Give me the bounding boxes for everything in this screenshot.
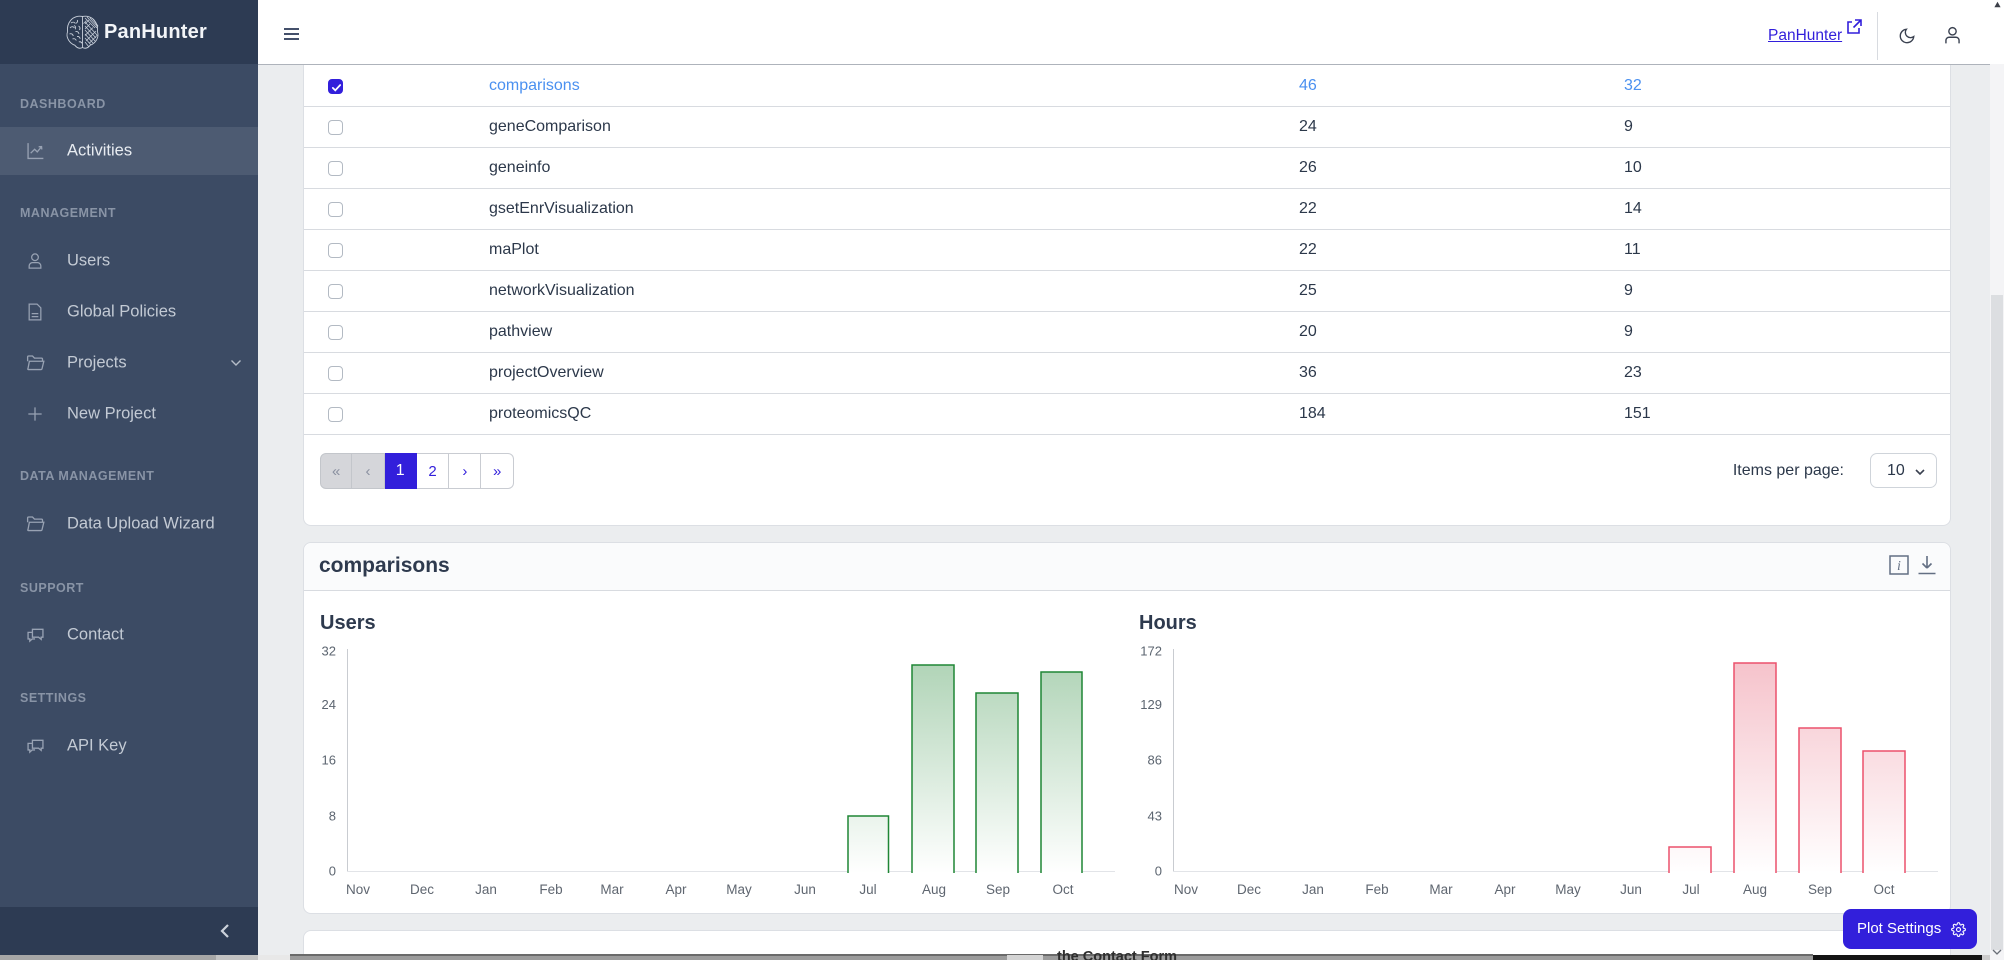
svg-text:Jun: Jun (794, 882, 816, 897)
svg-text:Dec: Dec (410, 882, 434, 897)
svg-text:0: 0 (1155, 864, 1162, 879)
svg-text:Jul: Jul (859, 882, 876, 897)
svg-text:Nov: Nov (1174, 882, 1198, 897)
svg-text:43: 43 (1148, 809, 1162, 824)
svg-text:Jan: Jan (475, 882, 497, 897)
svg-text:May: May (1555, 882, 1581, 897)
svg-text:Apr: Apr (665, 882, 687, 897)
svg-text:24: 24 (322, 697, 336, 712)
svg-text:32: 32 (322, 644, 336, 659)
svg-text:Aug: Aug (922, 882, 946, 897)
svg-text:Nov: Nov (346, 882, 370, 897)
svg-text:86: 86 (1148, 753, 1162, 768)
svg-text:Sep: Sep (1808, 882, 1832, 897)
svg-text:Dec: Dec (1237, 882, 1261, 897)
svg-text:8: 8 (329, 809, 336, 824)
svg-text:Oct: Oct (1873, 882, 1894, 897)
svg-text:172: 172 (1140, 644, 1162, 659)
svg-text:Jul: Jul (1682, 882, 1699, 897)
svg-text:May: May (726, 882, 752, 897)
svg-text:Mar: Mar (600, 882, 624, 897)
svg-text:Hours: Hours (1139, 612, 1197, 634)
svg-text:Feb: Feb (1365, 882, 1388, 897)
svg-text:0: 0 (329, 864, 336, 879)
svg-text:Apr: Apr (1494, 882, 1516, 897)
svg-text:129: 129 (1140, 697, 1162, 712)
svg-text:Feb: Feb (539, 882, 562, 897)
svg-text:Jan: Jan (1302, 882, 1324, 897)
svg-text:Aug: Aug (1743, 882, 1767, 897)
svg-text:Jun: Jun (1620, 882, 1642, 897)
svg-text:16: 16 (322, 753, 336, 768)
svg-text:Users: Users (320, 612, 376, 634)
svg-text:Oct: Oct (1052, 882, 1073, 897)
svg-text:Mar: Mar (1429, 882, 1453, 897)
svg-text:i: i (1897, 559, 1901, 574)
svg-text:Sep: Sep (986, 882, 1010, 897)
